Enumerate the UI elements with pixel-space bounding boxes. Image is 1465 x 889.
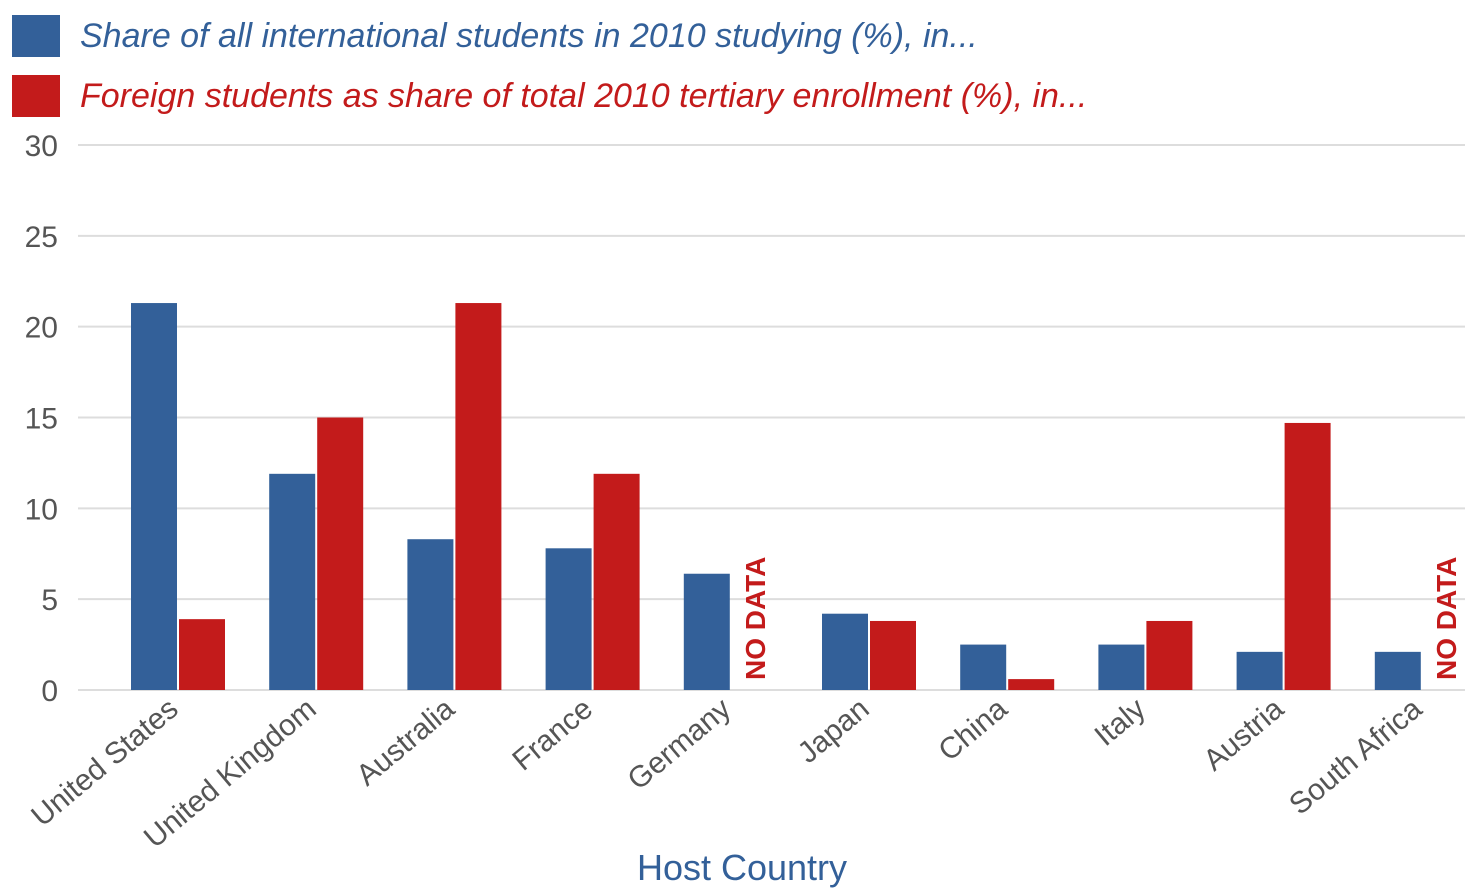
- bar-series-1[interactable]: [407, 539, 454, 690]
- bar-series-1[interactable]: [960, 644, 1007, 690]
- bar-series-2[interactable]: [455, 303, 502, 690]
- bar-series-1[interactable]: [1374, 651, 1421, 690]
- bar-series-2[interactable]: [179, 619, 225, 690]
- x-category-label: Austria: [1197, 692, 1290, 777]
- bar-series-1[interactable]: [683, 573, 730, 690]
- x-category-label: China: [932, 692, 1013, 768]
- y-tick-label: 15: [25, 403, 58, 436]
- bar-series-2[interactable]: [1146, 620, 1193, 690]
- x-category-label: Australia: [350, 692, 461, 793]
- x-category-label: Italy: [1089, 692, 1152, 753]
- bar-series-2[interactable]: [593, 473, 640, 690]
- legend: Share of all international students in 2…: [12, 6, 1452, 126]
- y-tick-label: 0: [41, 675, 58, 708]
- bar-series-1[interactable]: [1236, 651, 1283, 690]
- legend-swatch-series-2: [12, 75, 60, 117]
- bar-series-2[interactable]: [1284, 422, 1331, 690]
- bar-series-1[interactable]: [131, 303, 177, 690]
- x-category-label: Germany: [622, 692, 738, 797]
- legend-label-series-1: Share of all international students in 2…: [80, 16, 978, 55]
- y-tick-label: 5: [41, 584, 58, 617]
- legend-item-series-1[interactable]: Share of all international students in 2…: [12, 6, 1452, 66]
- bar-series-1[interactable]: [545, 548, 592, 690]
- bar-series-1[interactable]: [269, 473, 316, 690]
- bar-series-2[interactable]: [1008, 679, 1055, 690]
- bar-series-1[interactable]: [1098, 644, 1145, 690]
- bars: NO DATA NO DATA: [131, 303, 1462, 690]
- x-category-label: South Africa: [1283, 692, 1428, 821]
- legend-label-series-2: Foreign students as share of total 2010 …: [80, 76, 1088, 115]
- y-tick-label: 10: [25, 493, 58, 526]
- bar-series-1[interactable]: [822, 613, 868, 690]
- no-data-label: NO DATA: [1431, 557, 1462, 680]
- legend-swatch-series-1: [12, 15, 60, 57]
- y-tick-label: 30: [25, 130, 58, 163]
- bar-series-2[interactable]: [870, 620, 916, 690]
- x-category-label: Japan: [792, 692, 876, 770]
- legend-item-series-2[interactable]: Foreign students as share of total 2010 …: [12, 66, 1452, 126]
- y-axis-ticks: 0 5 10 15 20 25 30: [25, 130, 58, 708]
- y-tick-label: 20: [25, 312, 58, 345]
- bar-series-2[interactable]: [317, 417, 364, 691]
- no-data-label: NO DATA: [740, 557, 771, 680]
- x-axis-title: Host Country: [637, 847, 847, 888]
- y-tick-label: 25: [25, 221, 58, 254]
- x-category-label: France: [506, 692, 599, 777]
